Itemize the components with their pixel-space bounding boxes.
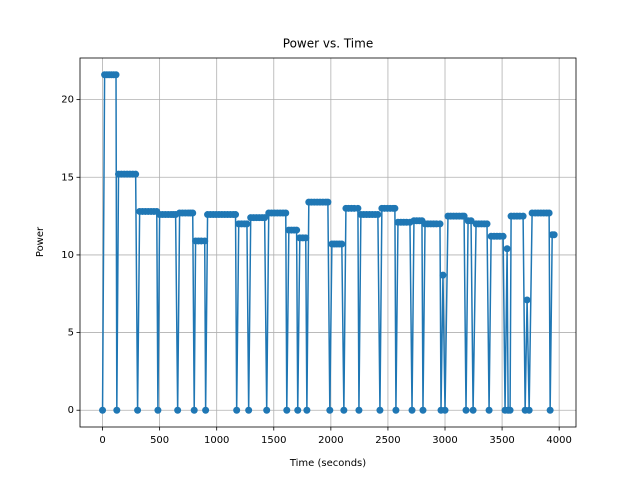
y-tick-label: 5 [68,328,74,339]
data-point [376,406,384,414]
data-point [550,231,558,239]
data-point [408,406,416,414]
y-tick-label: 0 [68,405,74,416]
x-tick-label: 2500 [375,435,400,446]
data-point [112,71,120,79]
data-point [201,237,209,245]
y-tick-label: 15 [61,172,74,183]
data-point [469,406,477,414]
data-point [485,406,493,414]
data-point [233,406,241,414]
data-point [392,406,400,414]
data-point [391,204,399,212]
data-point [154,406,162,414]
data-point [419,406,427,414]
data-point [132,170,140,178]
data-point [293,226,301,234]
data-point [460,212,468,220]
data-point [243,220,251,228]
data-point [232,211,240,219]
data-point [294,406,302,414]
x-tick-label: 1000 [204,435,229,446]
data-point [483,220,491,228]
data-point [523,296,531,304]
data-point [134,406,142,414]
data-point [189,209,197,217]
data-point [113,406,121,414]
data-point [303,406,311,414]
data-point [202,406,210,414]
data-point [462,406,470,414]
data-point [441,406,449,414]
data-point [374,211,382,219]
data-point [340,406,348,414]
y-axis-label: Power [35,226,46,257]
data-point [439,271,447,279]
data-point [436,220,444,228]
data-point [525,406,533,414]
data-point [467,217,475,225]
x-axis-label: Time (seconds) [289,458,366,469]
data-point [245,406,253,414]
x-tick-label: 3500 [489,435,514,446]
data-point [545,209,553,217]
axes-frame [79,57,577,428]
data-point [261,214,269,222]
x-tick-label: 1500 [261,435,286,446]
data-point [546,406,554,414]
data-point [263,406,271,414]
data-point [519,212,527,220]
x-tick-label: 500 [150,435,169,446]
x-tick-label: 2000 [318,435,343,446]
data-point [499,232,507,240]
y-tick-label: 20 [61,95,74,106]
data-point [354,204,362,212]
data-point [190,406,198,414]
x-tick-label: 3000 [432,435,457,446]
data-point [282,209,290,217]
data-point [324,198,332,206]
plot-area [99,71,558,414]
data-point [283,406,291,414]
data-point [326,406,334,414]
data-point [506,406,514,414]
x-tick-label: 0 [99,435,105,446]
y-tick-label: 10 [61,250,74,261]
data-point [174,406,182,414]
chart-title: Power vs. Time [283,37,373,51]
data-point [99,406,107,414]
data-point [338,240,346,248]
data-point [302,234,310,242]
x-tick-label: 4000 [546,435,571,446]
data-point [503,245,511,253]
data-point [355,406,363,414]
